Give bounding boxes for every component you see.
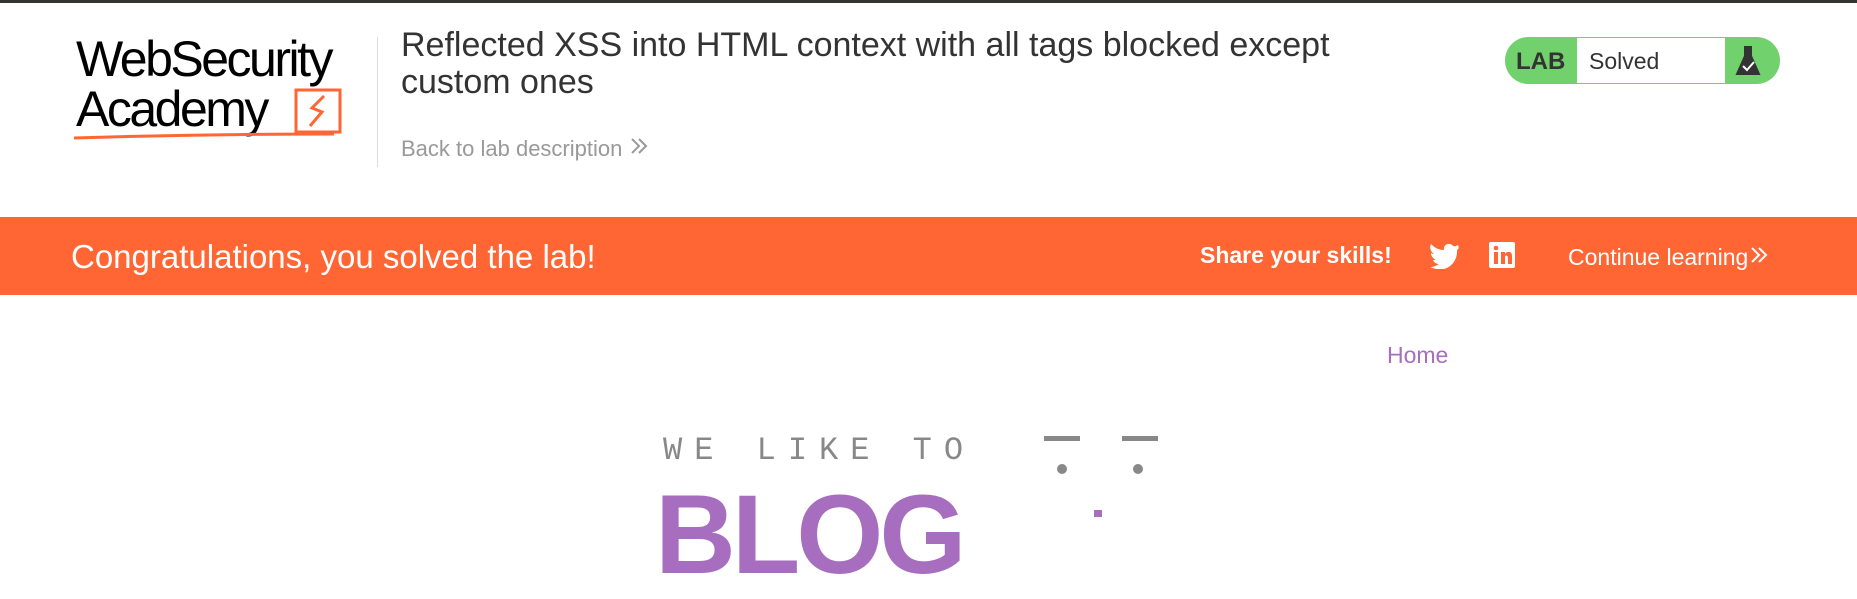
badge-status-box: [1577, 38, 1725, 83]
logo-text[interactable]: WebSecurity: [76, 31, 334, 87]
back-link-text[interactable]: Back to lab description: [401, 136, 623, 161]
flask-icon: [1735, 46, 1761, 75]
top-border: [0, 0, 1857, 3]
logo-text[interactable]: Academy: [76, 81, 269, 137]
twitter-icon[interactable]: [1428, 241, 1460, 269]
hero-face: [1044, 436, 1158, 517]
home-link[interactable]: Home: [1387, 342, 1449, 368]
chevron-icon: [631, 138, 648, 154]
hero-word: BLOG: [655, 472, 967, 597]
lab-title: Reflected XSS into HTML context with all…: [401, 26, 1330, 101]
separator: [377, 37, 378, 167]
continue-link-text[interactable]: Continue learning: [1568, 244, 1749, 270]
badge-label: LAB: [1516, 48, 1566, 75]
continue-link[interactable]: Continue learning: [1568, 244, 1770, 271]
badge-status: Solved: [1589, 48, 1660, 74]
back-link[interactable]: Back to lab description: [401, 136, 650, 162]
solved-banner: [0, 217, 1857, 295]
logo-mark: [73, 88, 342, 140]
chevron-icon: [1751, 247, 1768, 263]
share-text: Share your skills!: [1200, 242, 1392, 268]
linkedin-icon[interactable]: [1488, 241, 1516, 269]
hero-tagline: WE LIKE TO: [663, 432, 976, 469]
banner-message: Congratulations, you solved the lab!: [71, 238, 596, 275]
